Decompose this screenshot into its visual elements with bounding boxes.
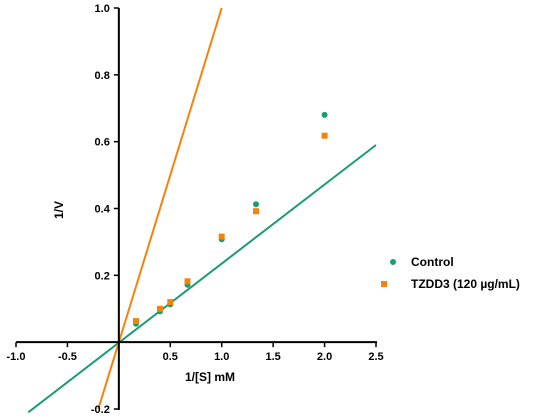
x-tick-label: -1.0 bbox=[7, 351, 26, 363]
legend-marker-0 bbox=[390, 259, 396, 265]
x-tick-label: 2.5 bbox=[368, 351, 383, 363]
y-tick-label: 1.0 bbox=[95, 3, 110, 15]
y-axis-title: 1/V bbox=[52, 201, 66, 219]
data-point-series-1 bbox=[184, 278, 191, 285]
x-tick-label: 1.0 bbox=[214, 351, 229, 363]
legend: Control TZDD3 (120 µg/mL) bbox=[381, 255, 520, 291]
legend-marker-1 bbox=[381, 281, 387, 287]
y-tick-label: 0.4 bbox=[95, 204, 111, 216]
y-tick-label: -0.2 bbox=[91, 404, 110, 416]
x-tick-label: 0.5 bbox=[163, 351, 178, 363]
tick-labels: -1.0 -0.5 0.5 1.0 1.5 2.0 2.5 -0.2 0.2 0.4 0.6 0.8 1… bbox=[7, 3, 384, 416]
x-tick-label: 1.5 bbox=[265, 351, 280, 363]
y-tick-label: 0.6 bbox=[95, 137, 110, 149]
data-point-series-1 bbox=[218, 233, 225, 240]
x-axis-title: 1/[S] mM bbox=[185, 370, 235, 384]
y-tick-label: 0.8 bbox=[95, 70, 110, 82]
fit-line-0 bbox=[27, 144, 377, 414]
legend-label-0: Control bbox=[411, 255, 454, 269]
axes bbox=[15, 7, 377, 410]
data-point-series-0 bbox=[253, 201, 259, 208]
data-point-series-1 bbox=[157, 305, 163, 312]
data-point-series-1 bbox=[253, 208, 259, 215]
data-points bbox=[133, 111, 328, 327]
x-tick-label: 2.0 bbox=[317, 351, 332, 363]
legend-label-1: TZDD3 (120 µg/mL) bbox=[411, 277, 520, 291]
data-point-series-1 bbox=[133, 318, 139, 325]
y-tick-label: 0.2 bbox=[95, 270, 110, 282]
data-point-series-1 bbox=[321, 132, 328, 139]
data-point-series-1 bbox=[167, 299, 174, 306]
x-tick-label: -0.5 bbox=[58, 351, 77, 363]
data-point-series-0 bbox=[321, 111, 328, 118]
